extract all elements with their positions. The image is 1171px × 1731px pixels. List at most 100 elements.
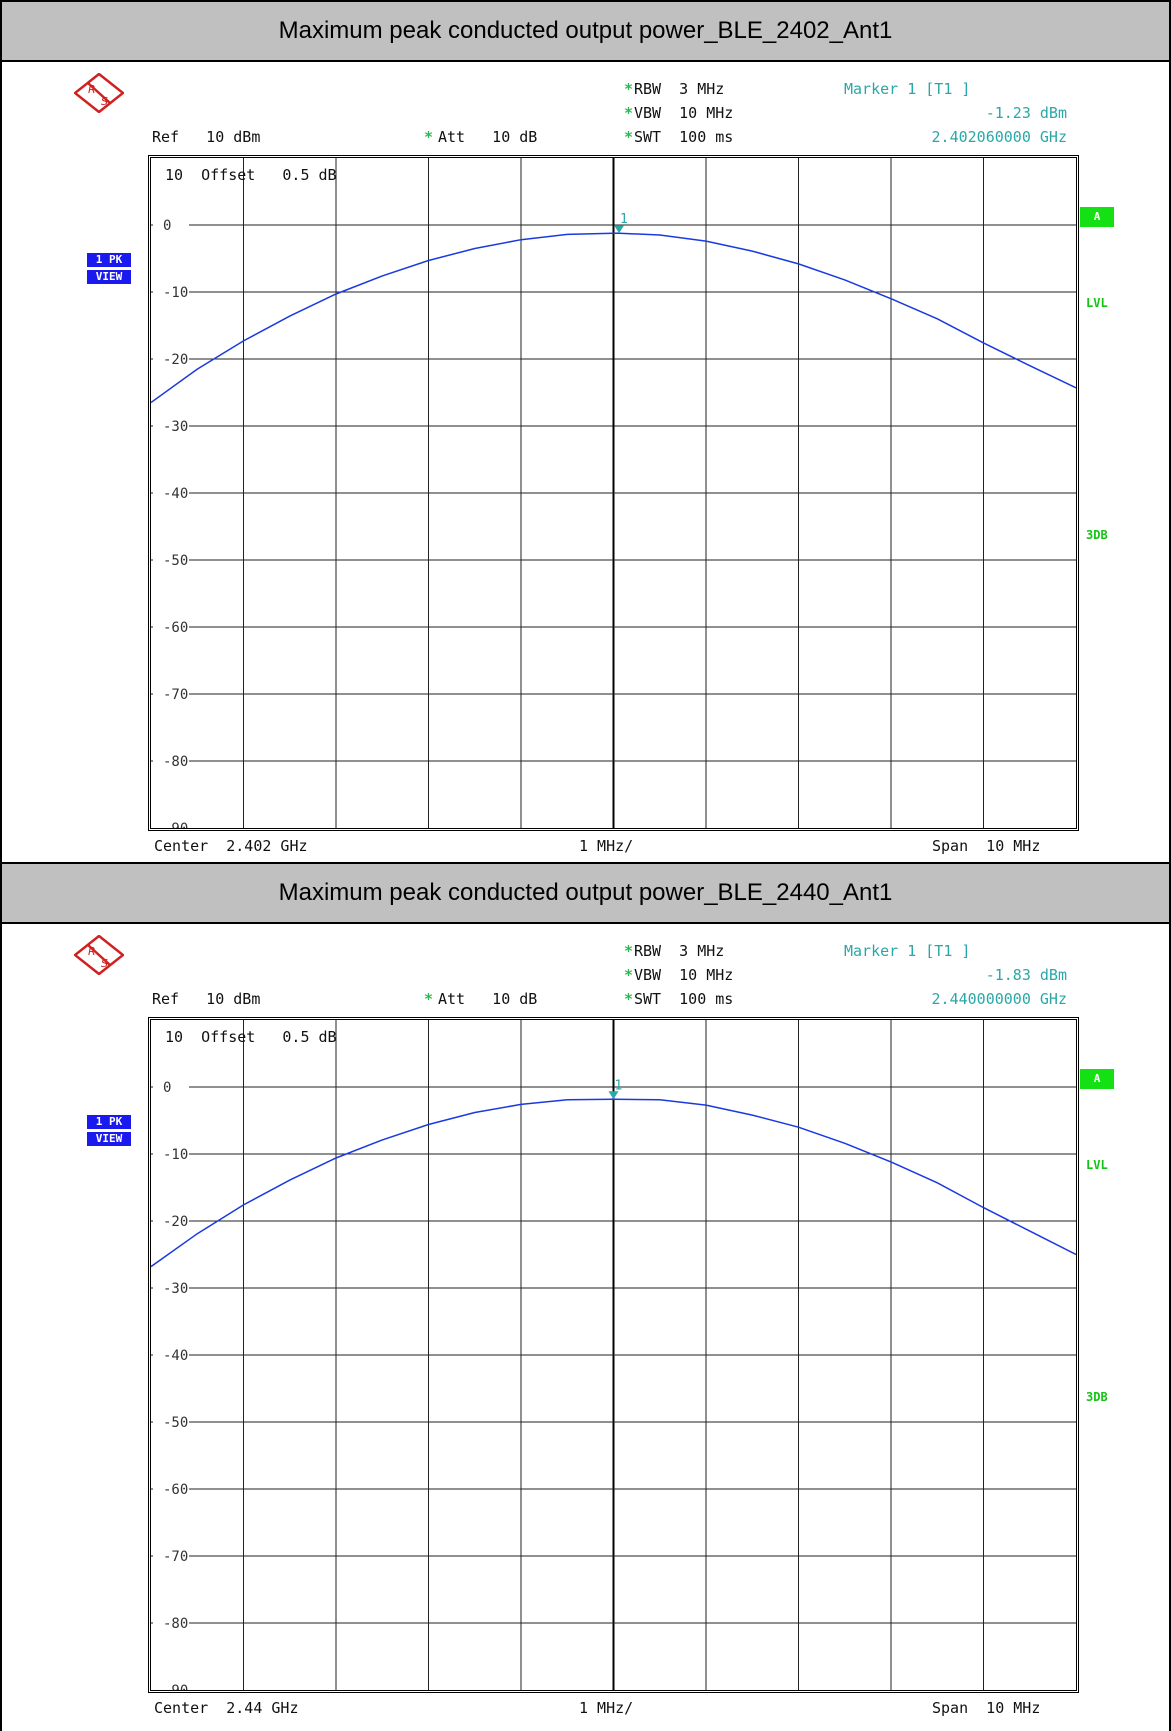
- marker-1: 1: [608, 1078, 623, 1100]
- ytick-bg: [153, 217, 189, 233]
- ytick-label: -60: [163, 620, 188, 636]
- ytick-label: -40: [163, 486, 188, 502]
- ytick-label: 0: [163, 1080, 171, 1096]
- swt-star: *: [624, 990, 634, 1008]
- trace-mode-pk: 1 PK: [87, 253, 131, 267]
- ytick-label: -60: [163, 1482, 188, 1498]
- marker-label: Marker 1 [T1 ]: [844, 80, 971, 98]
- marker-label: Marker 1 [T1 ]: [844, 942, 971, 960]
- ytick-bg: [153, 1146, 189, 1162]
- swt-star: *: [624, 128, 634, 146]
- marker-value: -1.83 dBm: [985, 966, 1067, 984]
- trace-mode-pk: 1 PK: [87, 1115, 131, 1129]
- vbw-star: *: [624, 966, 634, 984]
- ytick-bg: [153, 1213, 189, 1229]
- panel-title-text: Maximum peak conducted output power_BLE_…: [278, 879, 893, 906]
- ytick-bg: [153, 284, 189, 300]
- swt-label: SWT 100 ms: [634, 128, 734, 146]
- offset-label: 10 Offset 0.5 dB: [165, 1028, 337, 1046]
- ref-level: Ref 10 dBm: [152, 990, 261, 1008]
- ytick-label: -80: [163, 754, 188, 770]
- att-star: *: [424, 990, 434, 1008]
- per-division: 1 MHz/: [579, 837, 634, 855]
- ytick-top: 10: [165, 166, 184, 184]
- ytick-label: -10: [163, 285, 188, 301]
- ytick-label: -20: [163, 1214, 188, 1230]
- svg-text:R: R: [88, 945, 96, 958]
- marker-number: 1: [615, 1078, 623, 1093]
- trace-line: [151, 232, 1076, 404]
- span: Span 10 MHz: [932, 1699, 1041, 1717]
- swt-label: SWT 100 ms: [634, 990, 734, 1008]
- rohde-schwarz-logo: R S: [74, 73, 124, 113]
- panel-title: Maximum peak conducted output power_BLE_…: [2, 0, 1169, 62]
- panel-title-text: Maximum peak conducted output power_BLE_…: [278, 17, 893, 44]
- rohde-schwarz-logo: R S: [74, 935, 124, 975]
- trace-mode-view: VIEW: [87, 1132, 131, 1146]
- ref-level: Ref 10 dBm: [152, 128, 261, 146]
- rbw-star: *: [624, 80, 634, 98]
- marker-freq: 2.402060000 GHz: [931, 128, 1067, 146]
- analyzer-panel-1: Maximum peak conducted output power_BLE_…: [0, 0, 1171, 862]
- 3db-indicator: 3DB: [1086, 1390, 1108, 1404]
- ytick-bg: [153, 1481, 189, 1497]
- attenuation: Att 10 dB: [438, 128, 538, 146]
- per-division: 1 MHz/: [579, 1699, 634, 1717]
- ytick-bg: [153, 351, 189, 367]
- vbw-star: *: [624, 104, 634, 122]
- ytick-top: 10: [165, 1028, 184, 1046]
- ytick-label: -70: [163, 1549, 188, 1565]
- marker-value: -1.23 dBm: [985, 104, 1067, 122]
- ytick-bg: [153, 418, 189, 434]
- rbw-label: RBW 3 MHz: [634, 80, 725, 98]
- ytick-label: -90: [163, 821, 188, 828]
- ytick-label: -70: [163, 687, 188, 703]
- ytick-label: -50: [163, 553, 188, 569]
- ytick-label: -30: [163, 419, 188, 435]
- ytick-bg: [153, 552, 189, 568]
- 3db-indicator: 3DB: [1086, 528, 1108, 542]
- lvl-indicator: LVL: [1086, 1158, 1108, 1172]
- ytick-bg: [153, 686, 189, 702]
- lvl-indicator: LVL: [1086, 296, 1108, 310]
- ytick-label: -30: [163, 1281, 188, 1297]
- svg-text:R: R: [88, 83, 96, 96]
- vbw-label: VBW 10 MHz: [634, 104, 734, 122]
- attenuation: Att 10 dB: [438, 990, 538, 1008]
- ytick-bg: [153, 1280, 189, 1296]
- marker-triangle: [614, 225, 625, 234]
- trace-a-badge: A: [1080, 207, 1114, 227]
- offset-label: 10 Offset 0.5 dB: [165, 166, 337, 184]
- ytick-bg: [153, 1079, 189, 1095]
- ytick-label: -50: [163, 1415, 188, 1431]
- ytick-bg: [153, 1414, 189, 1430]
- ytick-label: -20: [163, 352, 188, 368]
- trace-a-badge: A: [1080, 1069, 1114, 1089]
- ytick-bg: [153, 1347, 189, 1363]
- rbw-label: RBW 3 MHz: [634, 942, 725, 960]
- ytick-bg: [153, 619, 189, 635]
- marker-triangle: [608, 1091, 619, 1100]
- att-star: *: [424, 128, 434, 146]
- panel-title: Maximum peak conducted output power_BLE_…: [2, 862, 1169, 924]
- trace-mode-view: VIEW: [87, 270, 131, 284]
- center-freq: Center 2.44 GHz: [154, 1699, 299, 1717]
- spectrum-grid: 0 -10 -20 -30 -40 -50 -60 -70 -80 -90 1 10 Offset…: [148, 155, 1079, 831]
- ytick-bg: [153, 1615, 189, 1631]
- ytick-bg: [153, 753, 189, 769]
- ytick-bg: [153, 485, 189, 501]
- offset-text: Offset 0.5 dB: [201, 166, 337, 184]
- center-freq: Center 2.402 GHz: [154, 837, 308, 855]
- ytick-label: -90: [163, 1683, 188, 1690]
- rbw-star: *: [624, 942, 634, 960]
- vbw-label: VBW 10 MHz: [634, 966, 734, 984]
- analyzer-panel-2: Maximum peak conducted output power_BLE_…: [0, 862, 1171, 1731]
- marker-freq: 2.440000000 GHz: [931, 990, 1067, 1008]
- marker-1: 1: [614, 212, 628, 234]
- svg-text:S: S: [101, 95, 108, 108]
- ytick-label: 0: [163, 218, 171, 234]
- ytick-bg: [153, 1682, 189, 1690]
- marker-number: 1: [620, 212, 628, 227]
- spectrum-svg: 0 -10 -20 -30 -40 -50 -60 -70 -80 -90 1: [151, 1020, 1076, 1690]
- ytick-bg: [153, 1548, 189, 1564]
